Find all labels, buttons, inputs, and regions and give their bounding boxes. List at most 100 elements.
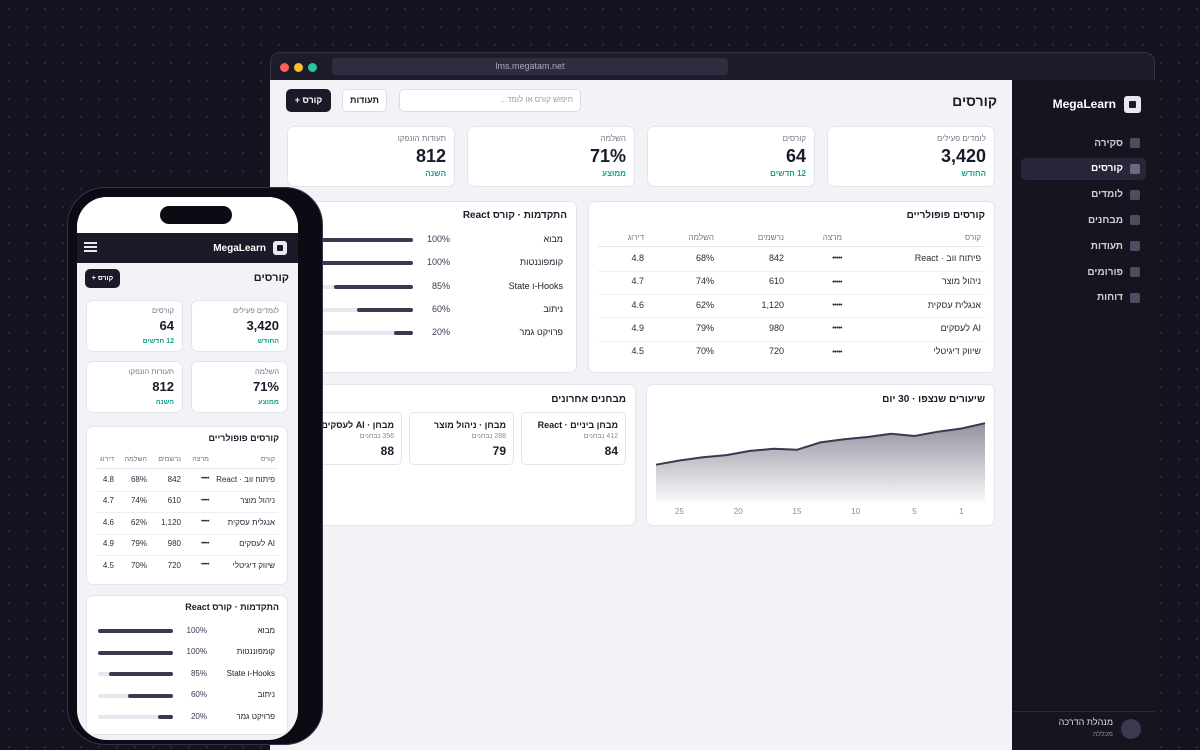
kpi-card [287,126,455,187]
progress-percent: 100% [426,234,450,245]
sidebar [1012,80,1155,750]
table-cell: 4.6 [631,299,644,310]
nav-item[interactable]: קורסים [1090,163,1123,175]
progress-label: פרויקט גמר [236,711,275,721]
nav-item[interactable]: תעודות [1090,240,1123,252]
page-title: קורסים [253,271,289,284]
card-title: קורסים פופולריים [906,209,985,221]
nav-icon [1130,215,1140,226]
kpi-card [647,126,815,187]
table-cell: 62% [130,517,147,527]
column-header: נרשמים [158,456,181,464]
exam-name: מבחן · ניהול מוצר [433,420,506,431]
card-title: התקדמות · קורס React [185,602,279,613]
kpi-card [827,126,995,187]
row-divider [96,512,278,514]
button-label[interactable]: + קורס [294,94,323,105]
nav-item[interactable]: מבחנים [1088,214,1123,226]
table-cell: ניהול מוצר [240,496,275,506]
column-header: קורס [964,232,981,242]
kpi-value: 812 [152,379,174,395]
hamburger-line[interactable] [84,242,97,244]
row-divider [598,293,985,295]
progress-card [86,595,288,735]
logo-inner [277,245,283,251]
row-divider [96,533,278,535]
hamburger-line[interactable] [84,250,97,252]
table-cell: 4.7 [102,496,114,506]
table-cell: 70% [130,560,147,570]
table-cell: 4.8 [631,253,644,264]
brand: MegaLearn [213,242,266,254]
table-cell: 4.5 [102,560,114,570]
exam-card [521,412,626,465]
kpi-label: לומדים פעילים [233,306,279,316]
button-label[interactable]: תעודות [350,94,379,105]
table-cell: 79% [695,323,714,334]
nav-icon [1130,138,1140,148]
button[interactable] [342,89,387,112]
user-org: מכללה [1093,731,1113,739]
table-cell: 980 [768,323,784,334]
row-divider [96,490,278,492]
table-cell: 1,120 [761,299,784,310]
progress-percent: 100% [186,647,207,657]
table-cell: AI לעסקים [940,323,981,334]
nav-icon [1130,241,1140,252]
progress-percent: 60% [190,690,207,700]
search-placeholder: חיפוש קורס או לומד... [500,95,573,105]
exam-name: מבחן · AI לעסקים [321,420,394,431]
table-cell: AI לעסקים [239,539,275,549]
kpi-label: תעודות הונפקו [128,367,174,377]
search[interactable] [399,89,581,112]
progress-fill [158,715,173,719]
progress-percent: 20% [431,327,450,338]
kpi-note: השנה [155,398,174,406]
nav-item[interactable]: סקירה [1094,137,1123,149]
x-tick-label: 10 [851,507,860,516]
kpi-card [191,361,288,413]
mentor: ••••• [200,497,210,504]
table-cell: שיווק דיגיטלי [933,346,981,357]
column-header: דירוג [99,456,114,464]
progress-fill [128,693,173,698]
progress-label: קומפוננטות [519,257,563,268]
table-cell: 720 [768,346,784,357]
table-cell: 842 [167,474,181,484]
kpi-label: השלמה [600,133,626,143]
table-card [86,426,288,585]
button[interactable] [286,89,331,112]
progress-fill [320,261,413,266]
progress-percent: 100% [426,257,450,268]
exam-card [409,412,514,465]
table-cell: 1,120 [160,517,181,527]
window-dot [308,63,317,72]
exam-takers: 288 נבחנים [471,433,506,441]
table-cell: 74% [695,276,714,287]
progress-percent: 85% [431,280,450,291]
progress-label: Hooks-ו State [226,668,275,678]
avatar [1121,719,1141,739]
progress-fill [98,629,173,633]
mentor: ••••• [832,325,842,333]
table-cell: אנגלית עסקית [227,517,275,527]
nav-item[interactable]: דוחות [1096,292,1123,304]
window-dot [280,63,289,72]
kpi-value: 71% [252,379,279,395]
table-cell: 68% [130,474,147,484]
progress-track [320,331,413,336]
mentor: ••••• [200,562,210,569]
hamburger-line[interactable] [84,246,97,248]
progress-label: מבוא [543,234,563,245]
table-cell: 4.9 [102,539,114,549]
nav-item[interactable]: פורומים [1087,266,1123,278]
header-divider [96,468,278,469]
nav-item[interactable]: לומדים [1091,189,1123,201]
progress-fill [333,284,413,289]
page-title: קורסים [952,92,997,109]
progress-fill [320,238,413,242]
button-label[interactable]: + קורס [91,274,114,282]
button[interactable] [85,269,120,288]
card-title: קורסים פופולריים [208,433,279,444]
